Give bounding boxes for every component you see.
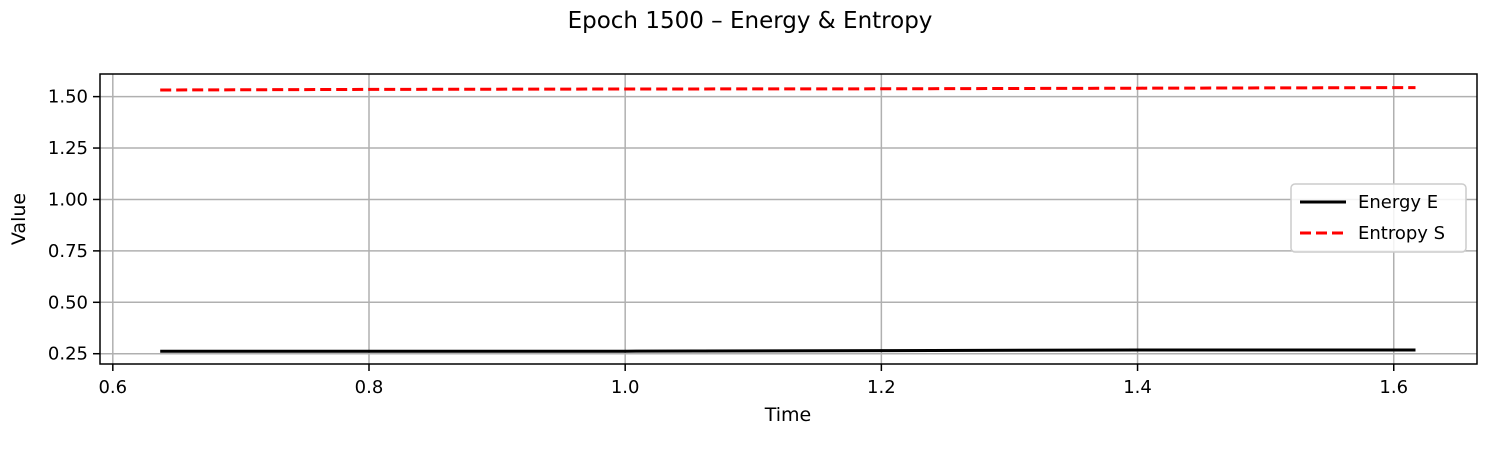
legend-label-1: Entropy S (1358, 223, 1445, 244)
series-lines (160, 86, 1416, 353)
x-tick-label: 1.4 (1123, 377, 1152, 398)
y-tick-label: 0.75 (48, 241, 88, 262)
y-axis-label: Value (8, 193, 30, 245)
x-tick-label: 0.8 (355, 377, 384, 398)
x-tick-label: 1.6 (1379, 377, 1408, 398)
legend-label-0: Energy E (1358, 192, 1438, 213)
plot-frame (99, 73, 1478, 365)
y-axis-ticks: 0.25 0.50 0.75 1.00 1.25 1.50 (48, 87, 100, 365)
x-tick-label: 0.6 (98, 377, 127, 398)
chart-title: Epoch 1500 – Energy & Entropy (568, 8, 933, 34)
legend: Energy E Entropy S (1290, 183, 1467, 253)
x-tick-label: 1.0 (611, 377, 640, 398)
y-tick-label: 1.50 (48, 87, 88, 108)
x-tick-label: 1.2 (867, 377, 896, 398)
x-axis-label: Time (764, 404, 812, 426)
y-tick-label: 0.25 (48, 344, 88, 365)
y-tick-label: 1.25 (48, 138, 88, 159)
y-tick-label: 0.50 (48, 292, 88, 313)
y-tick-label: 1.00 (48, 189, 88, 210)
grid (100, 74, 1477, 364)
x-axis-ticks: 0.6 0.8 1.0 1.2 1.4 1.6 (98, 364, 1408, 398)
series-line-1 (160, 86, 1416, 92)
series-line-0 (160, 348, 1416, 353)
